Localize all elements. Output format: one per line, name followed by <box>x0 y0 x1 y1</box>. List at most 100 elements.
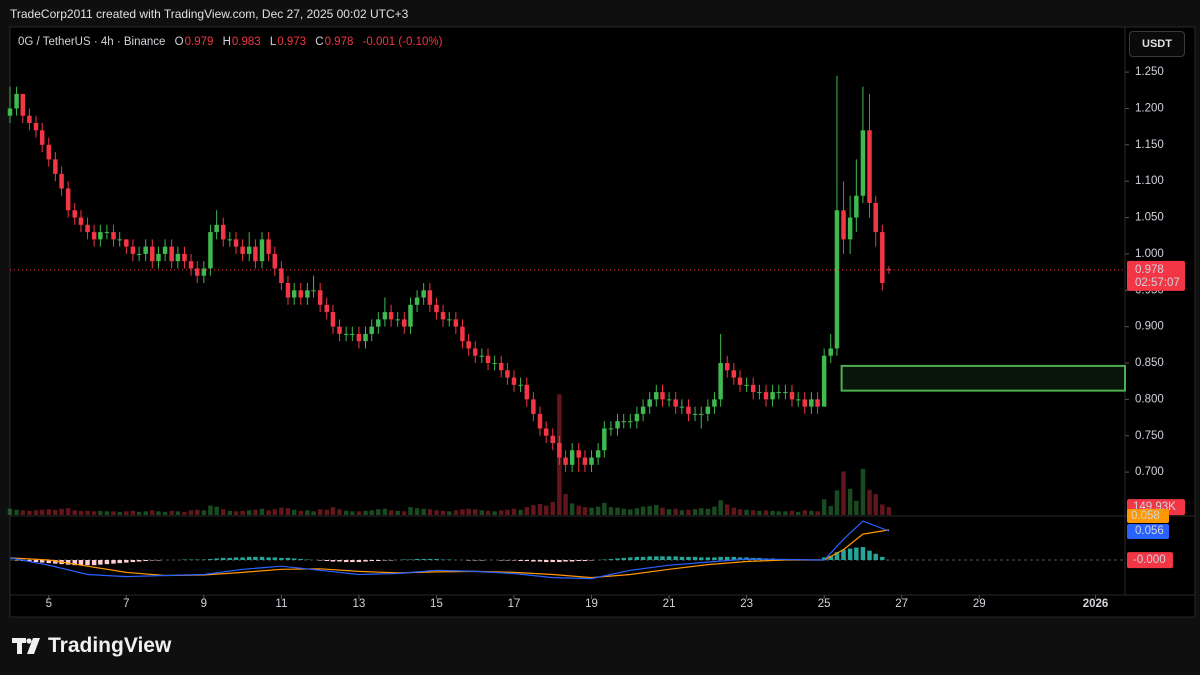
macd-histogram-bar <box>143 559 148 562</box>
candle-body <box>279 268 284 283</box>
y-tick-label: 1.200 <box>1135 102 1164 114</box>
candle-body <box>860 130 866 196</box>
x-tick-label: 7 <box>123 598 129 610</box>
volume-bar <box>175 511 181 515</box>
volume-bar <box>815 511 820 515</box>
x-tick-label: 21 <box>663 598 676 610</box>
macd-histogram-bar <box>208 558 213 560</box>
macd-histogram-bar <box>873 553 878 560</box>
macd-histogram-bar <box>427 558 433 560</box>
macd-histogram-bar <box>317 559 323 561</box>
macd-histogram-bar <box>518 559 523 562</box>
candle-body <box>356 333 362 342</box>
candle-body <box>589 457 594 465</box>
macd-line <box>9 520 890 580</box>
volume-bar <box>479 510 485 515</box>
candle-body <box>408 304 413 327</box>
ohlc-letter: L <box>269 36 277 48</box>
volume-bar <box>466 508 471 515</box>
macd-histogram-bar <box>634 556 640 560</box>
macd-histogram-bar <box>834 552 840 560</box>
macd-histogram-bar <box>589 559 594 561</box>
volume-bar <box>421 508 426 515</box>
volume-bar <box>143 511 148 515</box>
volume-bar <box>85 510 90 515</box>
candle-body <box>511 377 517 385</box>
volume-bar <box>162 511 168 515</box>
volume-bar <box>227 510 233 515</box>
macd-histogram-bar <box>39 559 45 563</box>
candle-body <box>285 283 291 298</box>
candle-body <box>343 333 349 335</box>
volume-bar <box>156 511 161 515</box>
y-tick-label: 1.250 <box>1135 66 1164 78</box>
volume-bar <box>582 507 588 515</box>
macd-histogram-bar <box>421 558 426 560</box>
candle-body <box>524 384 530 400</box>
volume-bar <box>72 510 77 515</box>
volume-bar <box>291 509 297 515</box>
volume-bar <box>272 509 278 515</box>
macd-histogram-bar <box>402 559 407 560</box>
candle-body <box>130 246 136 254</box>
volume-bar <box>498 510 504 515</box>
histogram-label: -0.000 <box>1133 554 1166 566</box>
macd-histogram-bar <box>854 547 859 560</box>
y-tick-label: 1.000 <box>1135 248 1164 260</box>
x-tick-label: 13 <box>353 598 366 610</box>
macd-histogram-bar <box>569 559 575 562</box>
candle-body <box>537 413 543 429</box>
volume-bar <box>640 506 646 515</box>
candle-body <box>20 93 26 116</box>
logo-icon <box>12 638 40 654</box>
candle-body <box>628 421 633 423</box>
candle-body <box>402 319 407 327</box>
macd-histogram-bar <box>330 559 336 562</box>
macd-histogram-bar <box>246 556 252 560</box>
macd-histogram-bar <box>227 557 233 560</box>
macd-histogram-bar <box>628 557 633 560</box>
volume-bar <box>150 510 155 515</box>
macd-histogram-bar <box>343 559 349 563</box>
volume-bar <box>776 511 782 515</box>
candle-body <box>789 392 795 400</box>
candle-body <box>124 239 129 247</box>
candle-body <box>673 399 678 407</box>
macd-histogram-bar <box>33 559 39 563</box>
candle-body <box>39 130 45 145</box>
candle-body <box>266 239 271 254</box>
candle-body <box>98 232 103 240</box>
x-tick-label: 5 <box>46 598 52 610</box>
volume-bar <box>660 507 665 515</box>
candle-body <box>91 232 97 240</box>
candle-body <box>233 239 239 247</box>
candle-body <box>188 261 194 269</box>
macd-histogram-bar <box>408 559 413 560</box>
candle-body <box>505 370 510 378</box>
currency-button[interactable]: USDT <box>1129 31 1185 57</box>
volume-bar <box>744 509 749 515</box>
volume-bar <box>615 507 620 515</box>
y-tick-label: 0.850 <box>1135 357 1164 369</box>
macd-histogram-bar <box>376 559 381 562</box>
volume-bar <box>98 510 103 515</box>
macd-histogram-bar <box>705 557 711 560</box>
candle-body <box>369 326 374 334</box>
macd-histogram-bar <box>72 559 77 566</box>
candle-body <box>531 399 536 414</box>
candle-body <box>156 253 161 262</box>
macd-histogram-bar <box>537 559 543 562</box>
volume-bar <box>208 505 213 515</box>
candle-body <box>421 290 426 298</box>
volume-bar <box>880 504 885 515</box>
macd-histogram-bar <box>53 559 58 564</box>
y-tick-label: 0.750 <box>1135 430 1164 442</box>
macd-histogram-bar <box>647 556 652 560</box>
candle-body <box>809 399 814 407</box>
candle-body <box>324 304 329 313</box>
macd-histogram-bar <box>712 557 717 560</box>
x-tick-label: 2026 <box>1083 598 1109 610</box>
macd-histogram-bar <box>880 556 885 560</box>
candle-body <box>802 399 808 407</box>
